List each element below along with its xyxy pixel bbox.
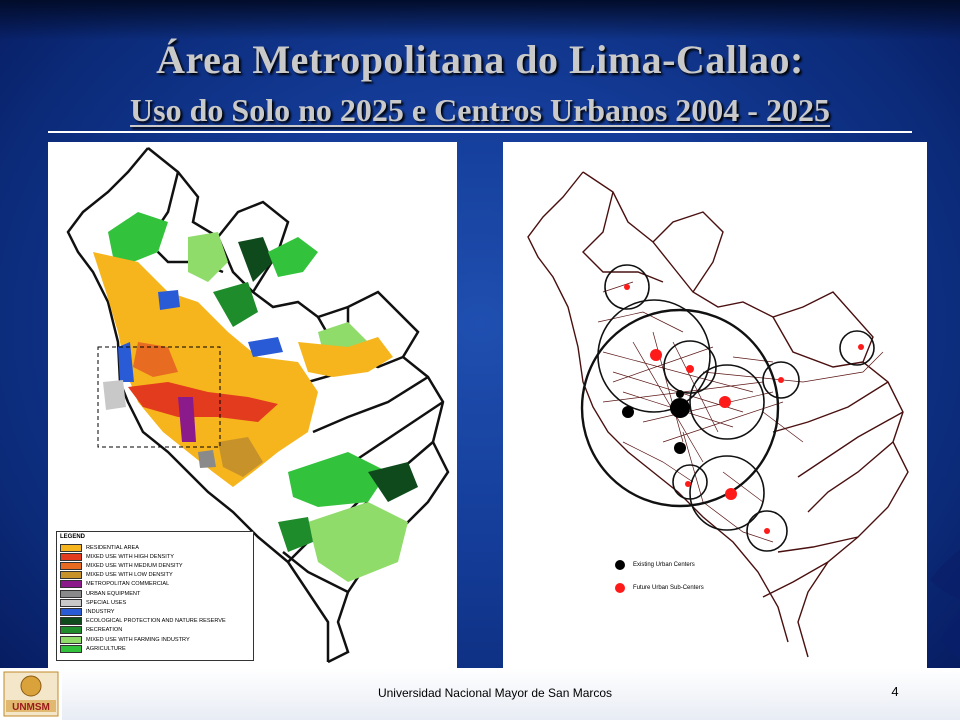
legend-label: MIXED USE WITH LOW DENSITY (86, 572, 173, 579)
legend-swatch (60, 598, 82, 607)
legend-item: ECOLOGICAL PROTECTION AND NATURE RESERVE (60, 617, 226, 626)
legend-item: MIXED USE WITH HIGH DENSITY (60, 552, 174, 561)
legend-existing-centers: Existing Urban Centers (615, 560, 695, 570)
special-uses (103, 380, 126, 410)
residential-east (298, 337, 393, 377)
recreation-north (213, 282, 258, 327)
agriculture-south-1 (288, 452, 388, 507)
legend-future-label: Future Urban Sub-Centers (633, 585, 704, 591)
legend-label: MIXED USE WITH FARMING INDUSTRY (86, 636, 190, 643)
legend-item: RECREATION (60, 626, 123, 635)
influence-circles (580, 264, 875, 552)
legend-label: RECREATION (86, 627, 123, 634)
land-use-legend: LEGEND RESIDENTIAL AREA MIXED USE WITH HI… (56, 531, 254, 661)
legend-item: RESIDENTIAL AREA (60, 543, 139, 552)
page-number: 4 (891, 684, 899, 699)
legend-label: INDUSTRY (86, 608, 115, 615)
crest-icon: UNMSM (3, 671, 59, 717)
ecological-north (238, 237, 273, 282)
legend-item: AGRICULTURE (60, 644, 126, 653)
legend-swatch (60, 552, 82, 561)
industry-1 (118, 342, 134, 382)
mixed-medium-density (133, 342, 178, 377)
legend-item: MIXED USE WITH MEDIUM DENSITY (60, 561, 183, 570)
urban-centers-map-drawing (527, 171, 909, 658)
road-network (597, 281, 884, 543)
black-dot-icon (615, 560, 625, 570)
slide-title: Área Metropolitana do Lima-Callao: (156, 37, 804, 82)
legend-item: SPECIAL USES (60, 598, 127, 607)
legend-swatch (60, 580, 82, 589)
mixed-high-density (128, 382, 278, 422)
agriculture-east-1 (268, 237, 318, 277)
legend-item: MIXED USE WITH FARMING INDUSTRY (60, 635, 190, 644)
legend-swatch (60, 571, 82, 580)
agriculture-zone-north (108, 212, 168, 262)
title-rule (48, 131, 912, 133)
legend-swatch (60, 561, 82, 570)
legend-label: METROPOLITAN COMMERCIAL (86, 581, 170, 588)
farming-south (308, 502, 408, 582)
legend-item: METROPOLITAN COMMERCIAL (60, 580, 170, 589)
main-influence-circle (580, 308, 780, 508)
legend-swatch (60, 644, 82, 653)
ecological-south (368, 462, 418, 502)
university-logo: UNMSM (0, 668, 62, 720)
legend-label: AGRICULTURE (86, 645, 126, 652)
legend-swatch (60, 617, 82, 626)
legend-item: MIXED USE WITH LOW DENSITY (60, 571, 173, 580)
legend-swatch (60, 589, 82, 598)
legend-item: INDUSTRY (60, 607, 115, 616)
legend-label: RESIDENTIAL AREA (86, 544, 139, 551)
land-use-map-drawing (66, 147, 450, 664)
industry-3 (158, 290, 180, 310)
future-sub-centers (624, 284, 864, 534)
recreation-south (278, 517, 313, 552)
top-shadow-band (0, 0, 960, 40)
industry-2 (248, 337, 283, 357)
legend-swatch (60, 626, 82, 635)
footer-text: Universidad Nacional Mayor de San Marcos (377, 686, 613, 700)
legend-swatch (60, 543, 82, 552)
red-dot-icon (615, 583, 625, 593)
legend-existing-label: Existing Urban Centers (633, 562, 695, 568)
district-outlines (527, 171, 909, 658)
legend-swatch (60, 635, 82, 644)
land-use-map: LEGEND RESIDENTIAL AREA MIXED USE WITH HI… (48, 142, 457, 668)
legend-swatch (60, 607, 82, 616)
legend-label: URBAN EQUIPMENT (86, 590, 141, 597)
legend-label: MIXED USE WITH HIGH DENSITY (86, 553, 174, 560)
residential-area (93, 252, 318, 487)
legend-label: MIXED USE WITH MEDIUM DENSITY (86, 562, 183, 569)
legend-item: URBAN EQUIPMENT (60, 589, 141, 598)
study-area-box (97, 346, 221, 448)
mixed-low-density (218, 437, 263, 477)
existing-centers (622, 390, 690, 454)
logo-text: UNMSM (12, 702, 50, 713)
slide-subtitle: Uso do Solo no 2025 e Centros Urbanos 20… (0, 92, 960, 129)
farming-zone-north (188, 232, 228, 282)
legend-title: LEGEND (60, 534, 86, 540)
legend-future-centers: Future Urban Sub-Centers (615, 583, 704, 593)
urban-centers-map: Existing Urban Centers Future Urban Sub-… (503, 142, 927, 668)
legend-label: ECOLOGICAL PROTECTION AND NATURE RESERVE (86, 618, 226, 625)
urban-equipment (198, 450, 216, 468)
legend-label: SPECIAL USES (86, 599, 127, 606)
slide-subtitle-text: Uso do Solo no 2025 e Centros Urbanos 20… (130, 92, 830, 128)
metropolitan-commercial (178, 397, 196, 442)
footer-band (0, 668, 960, 720)
